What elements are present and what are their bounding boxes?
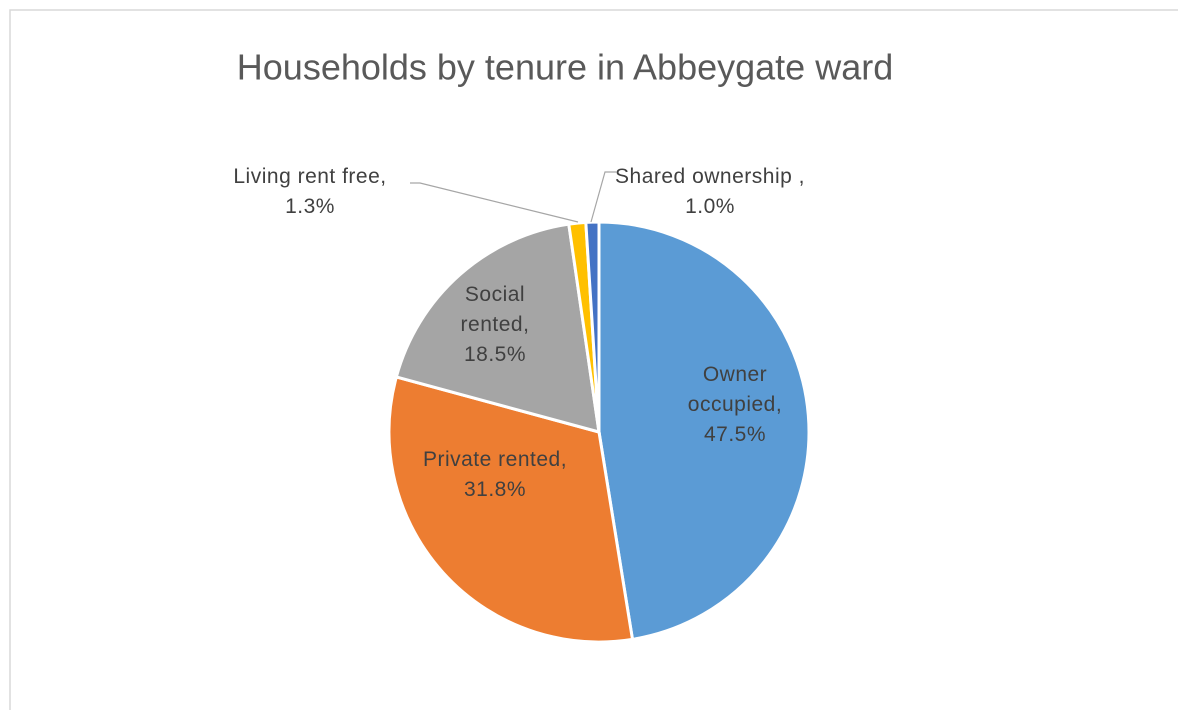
category-label: Living rent free, [233, 165, 387, 188]
chart-title: Households by tenure in Abbeygate ward [237, 47, 893, 88]
pie-slice [394, 222, 601, 435]
leader-line [590, 171, 617, 223]
category-label: Shared ownership , [615, 165, 805, 188]
data-label-text: Social rented, 18.5% [430, 280, 560, 370]
data-label-text: Owner occupied, 47.5% [670, 360, 800, 450]
data-label: Shared ownership , 1.0% [615, 162, 805, 222]
category-label: Private rented, [422, 448, 568, 471]
value-label: 18.5% [463, 343, 527, 366]
data-label: Living rent free, 1.3% [200, 162, 420, 222]
data-label-text: Shared ownership , 1.0% [615, 162, 805, 222]
data-label: Social rented, 18.5% [430, 280, 560, 370]
data-label: Private rented, 31.8% [395, 445, 595, 505]
pie-slice [584, 220, 601, 433]
leader-line [410, 182, 579, 223]
category-label: Owner occupied, [687, 363, 783, 416]
category-label: Social rented, [460, 283, 530, 336]
chart-frame [9, 9, 1178, 710]
data-label-text: Living rent free, 1.3% [200, 162, 420, 222]
value-label: 1.0% [685, 195, 735, 218]
pie-slice [387, 375, 635, 644]
value-label: 31.8% [463, 478, 527, 501]
data-label-text: Private rented, 31.8% [395, 445, 595, 505]
value-label: 1.3% [285, 195, 335, 218]
pie-slice [597, 220, 811, 642]
value-label: 47.5% [703, 423, 767, 446]
data-label: Owner occupied, 47.5% [670, 360, 800, 450]
